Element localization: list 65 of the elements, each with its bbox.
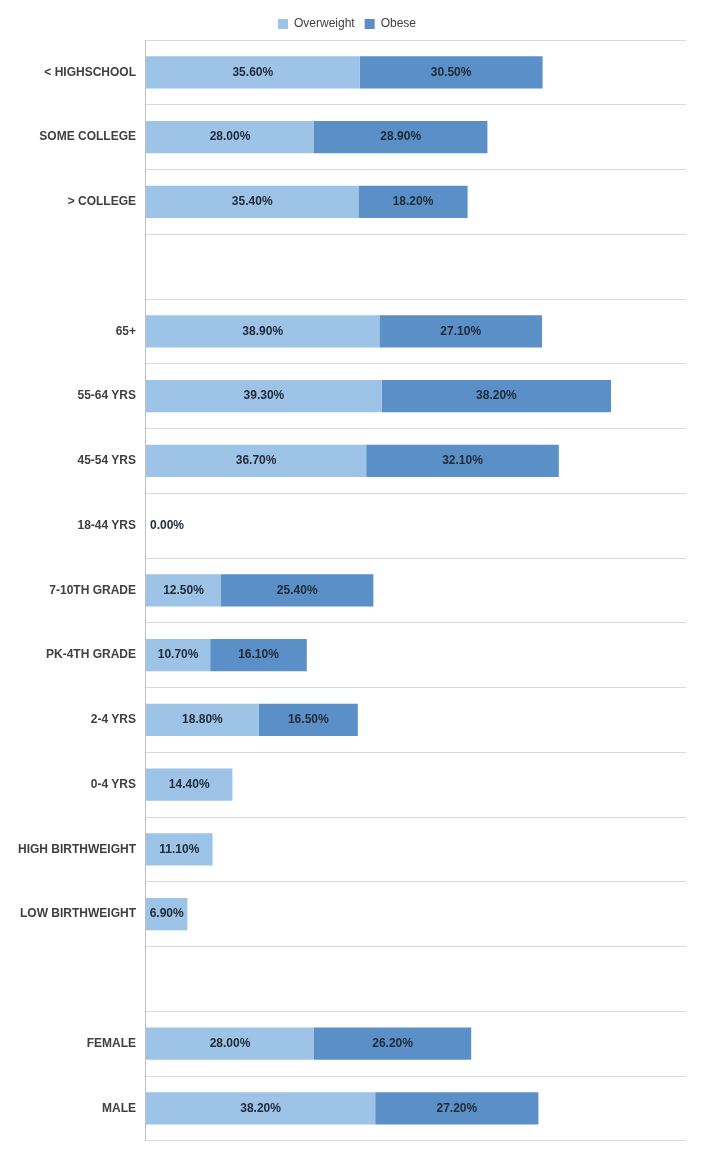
legend-label: Obese [380,16,417,31]
bar [313,1027,472,1060]
bar [220,574,374,607]
data-label: 38.90% [242,323,284,338]
data-label: 28.00% [209,1035,251,1050]
bar [145,121,314,154]
bar [258,703,358,736]
y-tick-label: < HIGHSCHOOL [44,64,136,79]
y-tick-label: > COLLEGE [67,194,136,209]
bar [145,444,367,477]
data-label: 28.90% [380,129,422,144]
data-label: 18.20% [392,194,434,209]
y-tick-label: 2-4 YRS [90,712,136,727]
y-tick-label: HIGH BIRTHWEIGHT [17,841,137,856]
y-tick-label: FEMALE [86,1035,136,1050]
data-label: 14.40% [168,776,210,791]
y-tick-label: 18-44 YRS [77,517,136,532]
data-label: 35.60% [232,64,274,79]
data-label: 28.00% [209,129,251,144]
data-label: 10.70% [157,647,199,662]
bar [145,315,380,348]
bar [145,833,213,866]
bar [358,185,468,218]
data-label: 26.20% [372,1035,414,1050]
data-label: 36.70% [235,453,277,468]
bar [145,768,233,801]
y-tick-label: PK-4TH GRADE [45,647,136,662]
data-label: 18.80% [182,712,224,727]
y-tick-label: 65+ [115,323,136,338]
y-tick-label: 7-10TH GRADE [49,582,136,597]
bar [366,444,559,477]
y-tick-label: LOW BIRTHWEIGHT [20,906,137,921]
bar [145,703,259,736]
data-label: 39.30% [243,388,285,403]
data-label: 27.20% [436,1100,478,1115]
bar [375,1092,539,1125]
data-label: 0.00% [149,517,185,532]
data-label: 38.20% [240,1100,282,1115]
y-tick-label: 55-64 YRS [77,388,136,403]
data-label: 30.50% [430,64,472,79]
bar [379,315,542,348]
legend-label: Overweight [293,16,356,31]
data-label: 38.20% [476,388,518,403]
bar [210,639,307,672]
data-label: 11.10% [159,841,200,856]
data-label: 12.50% [163,582,205,597]
data-label: 25.40% [276,582,318,597]
bar [145,1092,376,1125]
bar [359,56,543,89]
bar [145,380,382,413]
data-label: 16.10% [238,647,280,662]
data-label: 16.50% [287,712,329,727]
data-label: 32.10% [442,453,484,468]
y-tick-label: MALE [101,1100,136,1115]
data-label: 27.10% [440,323,482,338]
data-label: 35.40% [231,194,273,209]
bar [145,185,359,218]
y-tick-label: 0-4 YRS [90,776,136,791]
bar [145,1027,314,1060]
bar [313,121,488,154]
y-tick-label: SOME COLLEGE [39,129,136,144]
y-tick-label: 45-54 YRS [77,453,136,468]
bar [381,380,611,413]
data-label: 6.90% [149,906,185,921]
bar [145,56,360,89]
